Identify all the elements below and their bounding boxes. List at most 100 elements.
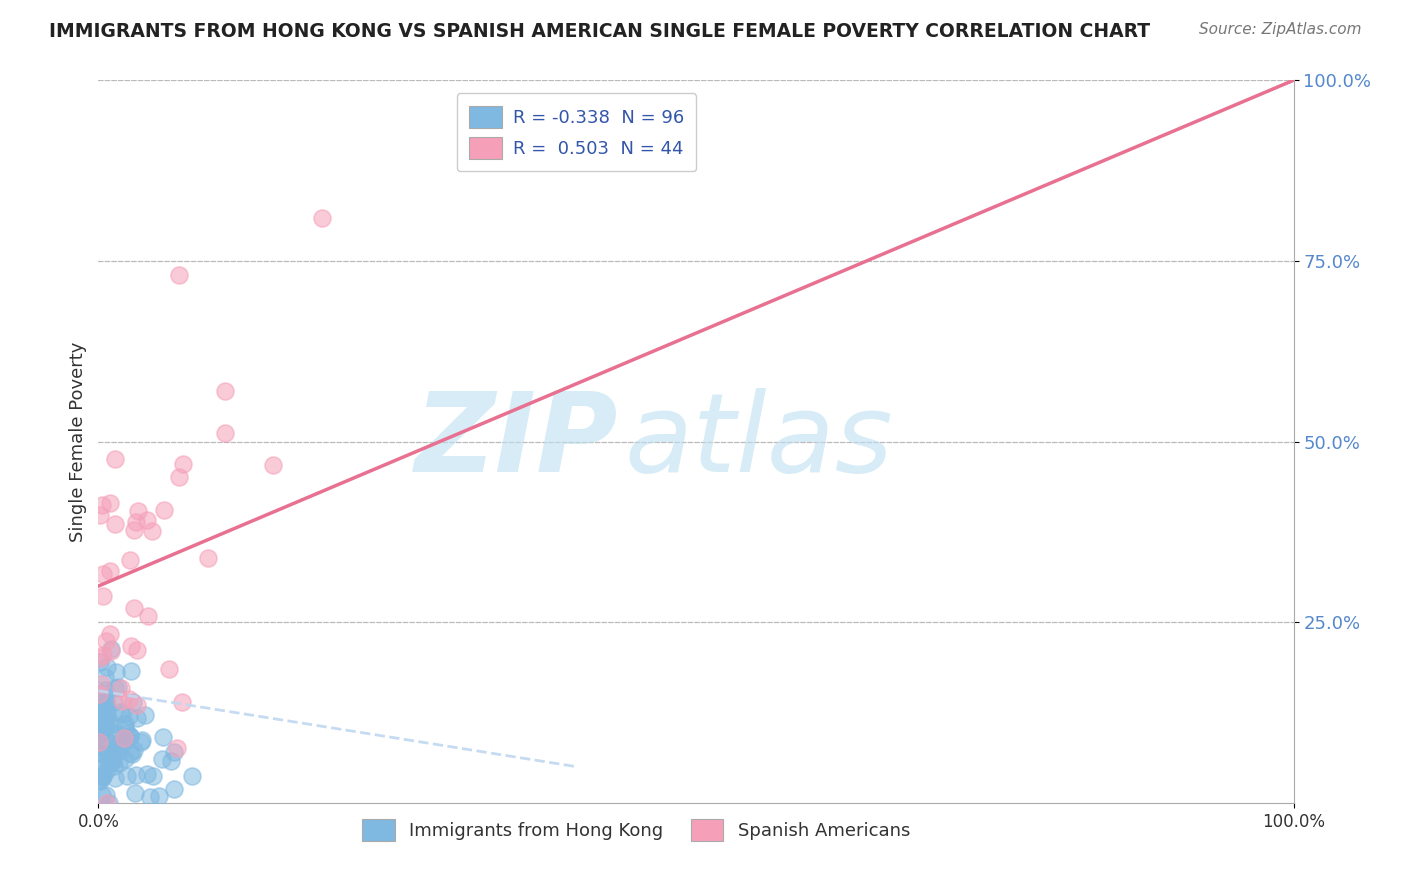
Point	[114, 721, 136, 735]
Point	[136, 608, 159, 623]
Point	[167, 470, 190, 484]
Point	[107, 742, 129, 756]
Point	[107, 727, 129, 741]
Point	[150, 752, 173, 766]
Point	[91, 719, 114, 733]
Point	[134, 707, 156, 722]
Point	[100, 642, 122, 657]
Point	[153, 503, 176, 517]
Point	[108, 756, 131, 770]
Point	[89, 651, 111, 665]
Point	[87, 746, 110, 760]
Point	[125, 768, 148, 782]
Point	[94, 695, 117, 709]
Point	[120, 729, 142, 743]
Point	[98, 756, 121, 771]
Point	[98, 627, 121, 641]
Point	[142, 769, 165, 783]
Point	[96, 789, 118, 803]
Point	[104, 681, 127, 695]
Point	[91, 566, 114, 581]
Point	[89, 726, 111, 740]
Point	[100, 564, 122, 578]
Point	[97, 747, 120, 762]
Point	[111, 707, 134, 722]
Point	[91, 788, 114, 802]
Point	[118, 709, 141, 723]
Point	[89, 747, 111, 761]
Point	[89, 772, 111, 787]
Point	[96, 697, 118, 711]
Point	[101, 717, 124, 731]
Point	[100, 726, 122, 740]
Point	[90, 713, 112, 727]
Point	[103, 759, 125, 773]
Point	[163, 781, 186, 796]
Point	[120, 730, 142, 744]
Point	[311, 211, 333, 225]
Point	[96, 796, 118, 810]
Point	[91, 769, 114, 783]
Point	[90, 726, 112, 740]
Point	[96, 660, 118, 674]
Point	[96, 707, 118, 722]
Point	[89, 655, 111, 669]
Point	[122, 600, 145, 615]
Point	[103, 742, 125, 756]
Point	[112, 731, 135, 746]
Point	[169, 268, 191, 283]
Point	[91, 589, 114, 603]
Point	[94, 634, 117, 648]
Point	[89, 707, 111, 722]
Point	[91, 707, 114, 722]
Point	[96, 764, 118, 778]
Point	[90, 721, 112, 735]
Text: atlas: atlas	[624, 388, 893, 495]
Point	[91, 695, 114, 709]
Point	[180, 769, 202, 783]
Point	[107, 744, 129, 758]
Point	[197, 550, 219, 565]
Point	[104, 516, 127, 531]
Point	[110, 705, 132, 719]
Point	[118, 692, 141, 706]
Point	[105, 665, 128, 679]
Text: ZIP: ZIP	[415, 388, 619, 495]
Point	[96, 701, 118, 715]
Point	[115, 769, 138, 783]
Point	[125, 643, 148, 657]
Point	[125, 515, 148, 529]
Point	[152, 730, 174, 744]
Point	[96, 720, 118, 734]
Point	[114, 752, 136, 766]
Point	[110, 681, 132, 695]
Point	[107, 680, 129, 694]
Point	[87, 735, 110, 749]
Point	[214, 384, 236, 399]
Point	[122, 743, 145, 757]
Point	[157, 662, 180, 676]
Point	[89, 774, 111, 789]
Point	[141, 524, 163, 538]
Text: IMMIGRANTS FROM HONG KONG VS SPANISH AMERICAN SINGLE FEMALE POVERTY CORRELATION : IMMIGRANTS FROM HONG KONG VS SPANISH AME…	[49, 22, 1150, 41]
Point	[89, 508, 111, 522]
Point	[124, 786, 146, 800]
Point	[94, 670, 117, 684]
Point	[122, 695, 145, 709]
Point	[101, 755, 124, 769]
Point	[104, 451, 127, 466]
Point	[104, 771, 127, 785]
Point	[89, 755, 111, 769]
Point	[172, 458, 194, 472]
Legend: Immigrants from Hong Kong, Spanish Americans: Immigrants from Hong Kong, Spanish Ameri…	[356, 812, 917, 848]
Point	[94, 683, 117, 698]
Point	[100, 644, 122, 658]
Point	[166, 740, 188, 755]
Point	[107, 736, 129, 750]
Point	[135, 767, 157, 781]
Point	[87, 760, 110, 774]
Point	[125, 711, 148, 725]
Text: Source: ZipAtlas.com: Source: ZipAtlas.com	[1198, 22, 1361, 37]
Point	[90, 687, 112, 701]
Point	[214, 426, 236, 441]
